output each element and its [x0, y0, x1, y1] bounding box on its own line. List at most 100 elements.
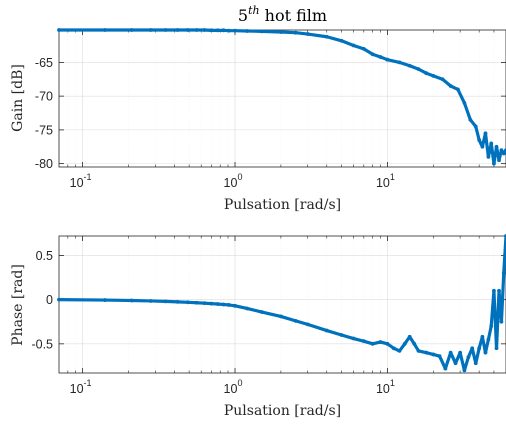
data-point: [194, 28, 199, 32]
data-point: [470, 346, 475, 351]
data-point: [416, 67, 421, 72]
data-point: [221, 28, 226, 33]
data-point: [361, 339, 366, 344]
data-point: [278, 314, 283, 319]
data-point: [370, 52, 375, 57]
data-point: [462, 100, 467, 105]
y-tick-label: -80: [35, 157, 53, 171]
data-point: [486, 154, 491, 159]
data-point: [489, 324, 494, 329]
y-tick-label: -75: [35, 123, 53, 137]
data-point: [473, 361, 478, 366]
data-point: [221, 302, 226, 307]
x-tick-label: 101: [376, 172, 395, 190]
data-point: [57, 28, 61, 32]
data-point: [468, 117, 473, 122]
data-point: [324, 328, 329, 333]
data-point: [259, 310, 264, 314]
data-point: [233, 28, 237, 33]
data-point: [437, 354, 442, 359]
data-point: [202, 301, 207, 306]
data-point: [129, 298, 134, 303]
x-tick-label: 100: [224, 378, 243, 396]
gain-grid: [59, 30, 506, 167]
y-tick-label: 0.5: [36, 249, 53, 263]
data-point: [209, 28, 214, 33]
gain-subplot: 10-1 100 101 -65 -70 -75 -80 5th hot film Puls…: [10, 4, 506, 213]
data-point: [293, 30, 298, 35]
title-superscript: th: [248, 4, 260, 17]
data-point: [391, 346, 396, 351]
data-point: [455, 87, 460, 92]
data-point: [233, 303, 237, 308]
data-point: [492, 161, 496, 166]
y-tick-label: 0: [46, 293, 53, 307]
data-point: [215, 302, 220, 306]
data-point: [477, 138, 482, 142]
data-point: [185, 300, 190, 305]
data-point: [102, 298, 107, 302]
data-point: [148, 299, 153, 303]
data-point: [477, 346, 482, 351]
data-point: [407, 334, 412, 339]
data-point: [416, 349, 421, 353]
data-point: [305, 322, 310, 327]
data-point: [361, 46, 366, 51]
data-point: [473, 124, 478, 129]
data-point: [480, 144, 485, 149]
data-point: [226, 303, 231, 307]
data-point: [402, 341, 407, 346]
data-point: [163, 28, 168, 32]
y-tick-label: -65: [35, 56, 53, 70]
data-point: [497, 288, 501, 293]
data-point: [501, 151, 506, 156]
data-point: [324, 34, 329, 39]
data-point: [202, 28, 207, 32]
data-point: [378, 340, 383, 344]
title-text: hot film: [260, 6, 328, 25]
phase-y-axis-label: Phase [rad]: [10, 264, 26, 346]
data-point: [407, 63, 412, 68]
data-point: [499, 148, 504, 153]
data-point: [339, 38, 344, 43]
data-point: [215, 28, 220, 33]
data-point: [494, 144, 499, 149]
data-point: [483, 350, 488, 355]
gain-series: [57, 28, 506, 166]
x-tick-label: 10-1: [70, 172, 92, 190]
data-point: [448, 84, 453, 88]
data-point: [185, 28, 190, 32]
data-point: [102, 28, 107, 32]
data-point: [57, 297, 61, 302]
title-number: 5: [238, 6, 248, 25]
data-point: [480, 334, 485, 339]
data-point: [492, 288, 496, 293]
data-point: [226, 28, 231, 33]
data-point: [209, 301, 214, 306]
data-point: [424, 350, 429, 355]
gain-ticks: 10-1 100 101 -65 -70 -75 -80: [35, 30, 506, 190]
data-point: [163, 299, 168, 304]
phase-x-axis-label: Pulsation [rad/s]: [224, 403, 341, 419]
data-point: [431, 352, 436, 357]
data-point: [462, 368, 467, 373]
phase-ticks: 10-1 100 101 0.5 0 -0.5: [31, 236, 506, 396]
data-point: [412, 341, 417, 346]
data-point: [458, 350, 463, 355]
data-point: [245, 306, 249, 311]
x-tick-label: 100: [224, 172, 243, 190]
chart-title: 5th hot film: [238, 4, 327, 25]
data-point: [443, 366, 448, 371]
phase-series: [57, 234, 506, 373]
gain-x-axis-label: Pulsation [rad/s]: [224, 197, 341, 213]
data-point: [351, 43, 356, 48]
data-point: [175, 28, 180, 32]
data-point: [385, 57, 390, 62]
data-point: [129, 28, 134, 32]
data-point: [489, 141, 494, 146]
y-tick-label: -70: [35, 90, 53, 104]
data-point: [431, 73, 436, 78]
data-point: [305, 32, 310, 36]
data-point: [370, 341, 375, 346]
